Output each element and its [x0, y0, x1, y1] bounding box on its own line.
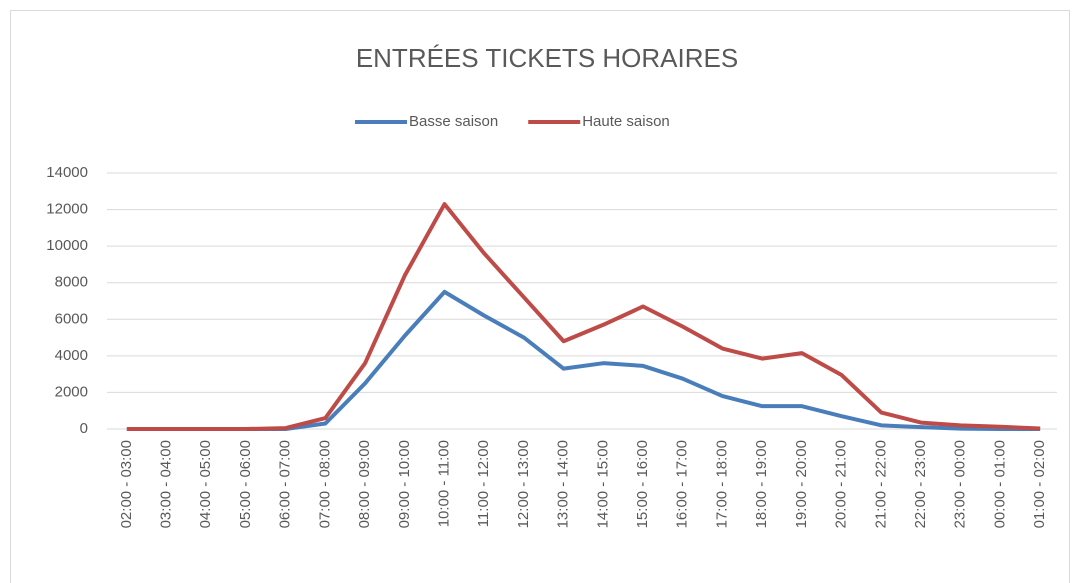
x-tick-label: 13:00 - 14:00	[555, 440, 572, 528]
x-tick-label: 08:00 - 09:00	[356, 440, 373, 528]
x-tick-label: 04:00 - 05:00	[197, 440, 214, 528]
y-tick-label: 10000	[46, 237, 88, 254]
x-tick-label: 16:00 - 17:00	[674, 440, 691, 528]
x-tick-label: 10:00 - 11:00	[435, 440, 452, 527]
x-tick-label: 17:00 - 18:00	[713, 440, 730, 528]
x-tick-label: 02:00 - 03:00	[118, 440, 135, 528]
x-tick-label: 05:00 - 06:00	[237, 440, 254, 528]
chart-title: ENTRÉES TICKETS HORAIRES	[356, 43, 738, 73]
x-tick-label: 03:00 - 04:00	[158, 440, 175, 528]
x-tick-label: 09:00 - 10:00	[396, 440, 413, 528]
x-tick-label: 18:00 - 19:00	[753, 440, 770, 528]
x-tick-label: 11:00 - 12:00	[475, 440, 492, 527]
x-tick-label: 15:00 - 16:00	[634, 440, 651, 528]
x-tick-label: 19:00 - 20:00	[793, 440, 810, 528]
y-tick-label: 6000	[55, 310, 88, 327]
legend-label: Basse saison	[409, 113, 498, 130]
y-tick-label: 4000	[55, 347, 88, 364]
x-tick-label: 21:00 - 22:00	[872, 440, 889, 528]
legend-label: Haute saison	[582, 113, 670, 130]
y-tick-label: 2000	[55, 383, 88, 400]
x-tick-label: 20:00 - 21:00	[833, 440, 850, 528]
y-tick-label: 14000	[46, 164, 88, 181]
chart-frame	[10, 10, 1070, 583]
x-tick-label: 01:00 - 02:00	[1031, 440, 1048, 528]
x-tick-label: 12:00 - 13:00	[515, 440, 532, 528]
x-tick-label: 14:00 - 15:00	[594, 440, 611, 528]
x-tick-label: 00:00 - 01:00	[991, 440, 1008, 528]
y-tick-label: 8000	[55, 274, 88, 291]
x-tick-label: 06:00 - 07:00	[277, 440, 294, 528]
y-tick-label: 12000	[46, 201, 88, 218]
series-line	[126, 202, 1041, 431]
y-tick-label: 0	[80, 420, 88, 437]
x-tick-label: 07:00 - 08:00	[316, 440, 333, 528]
x-tick-label: 23:00 - 00:00	[952, 440, 969, 528]
x-tick-label: 22:00 - 23:00	[912, 440, 929, 528]
